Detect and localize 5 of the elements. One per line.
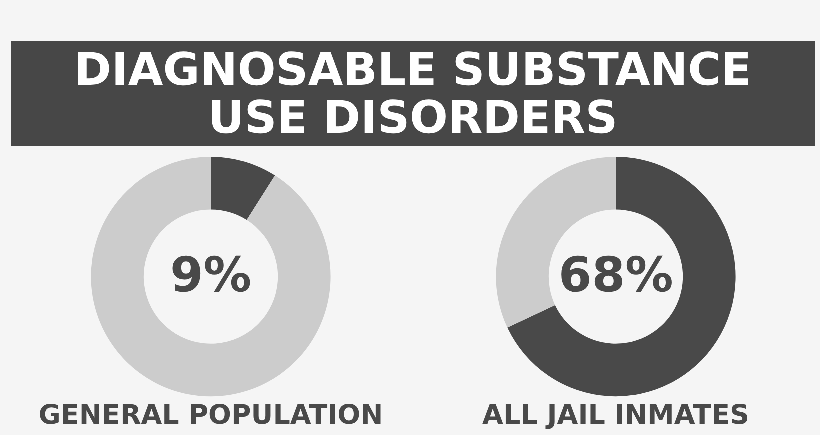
data-label: 9% [170, 247, 252, 304]
text: GENERAL POPULATION [38, 400, 384, 431]
data-label: 68% [558, 247, 674, 304]
text: DIAGNOSABLE SUBSTANCE USE DISORDERS [73, 42, 753, 144]
text: ALL JAIL INMATES [482, 400, 750, 431]
